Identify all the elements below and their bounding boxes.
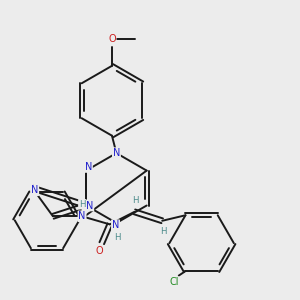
Text: N: N xyxy=(85,162,92,172)
Text: H: H xyxy=(79,200,85,209)
Text: O: O xyxy=(96,246,103,256)
Text: N: N xyxy=(31,185,38,195)
Text: H: H xyxy=(160,227,167,236)
Text: N: N xyxy=(113,148,120,158)
Text: N: N xyxy=(78,211,86,221)
Text: N: N xyxy=(112,220,119,230)
Text: H: H xyxy=(114,233,121,242)
Text: O: O xyxy=(108,34,116,44)
Text: Cl: Cl xyxy=(169,277,179,287)
Text: N: N xyxy=(82,200,90,211)
Text: N: N xyxy=(86,200,93,211)
Text: H: H xyxy=(132,196,138,205)
